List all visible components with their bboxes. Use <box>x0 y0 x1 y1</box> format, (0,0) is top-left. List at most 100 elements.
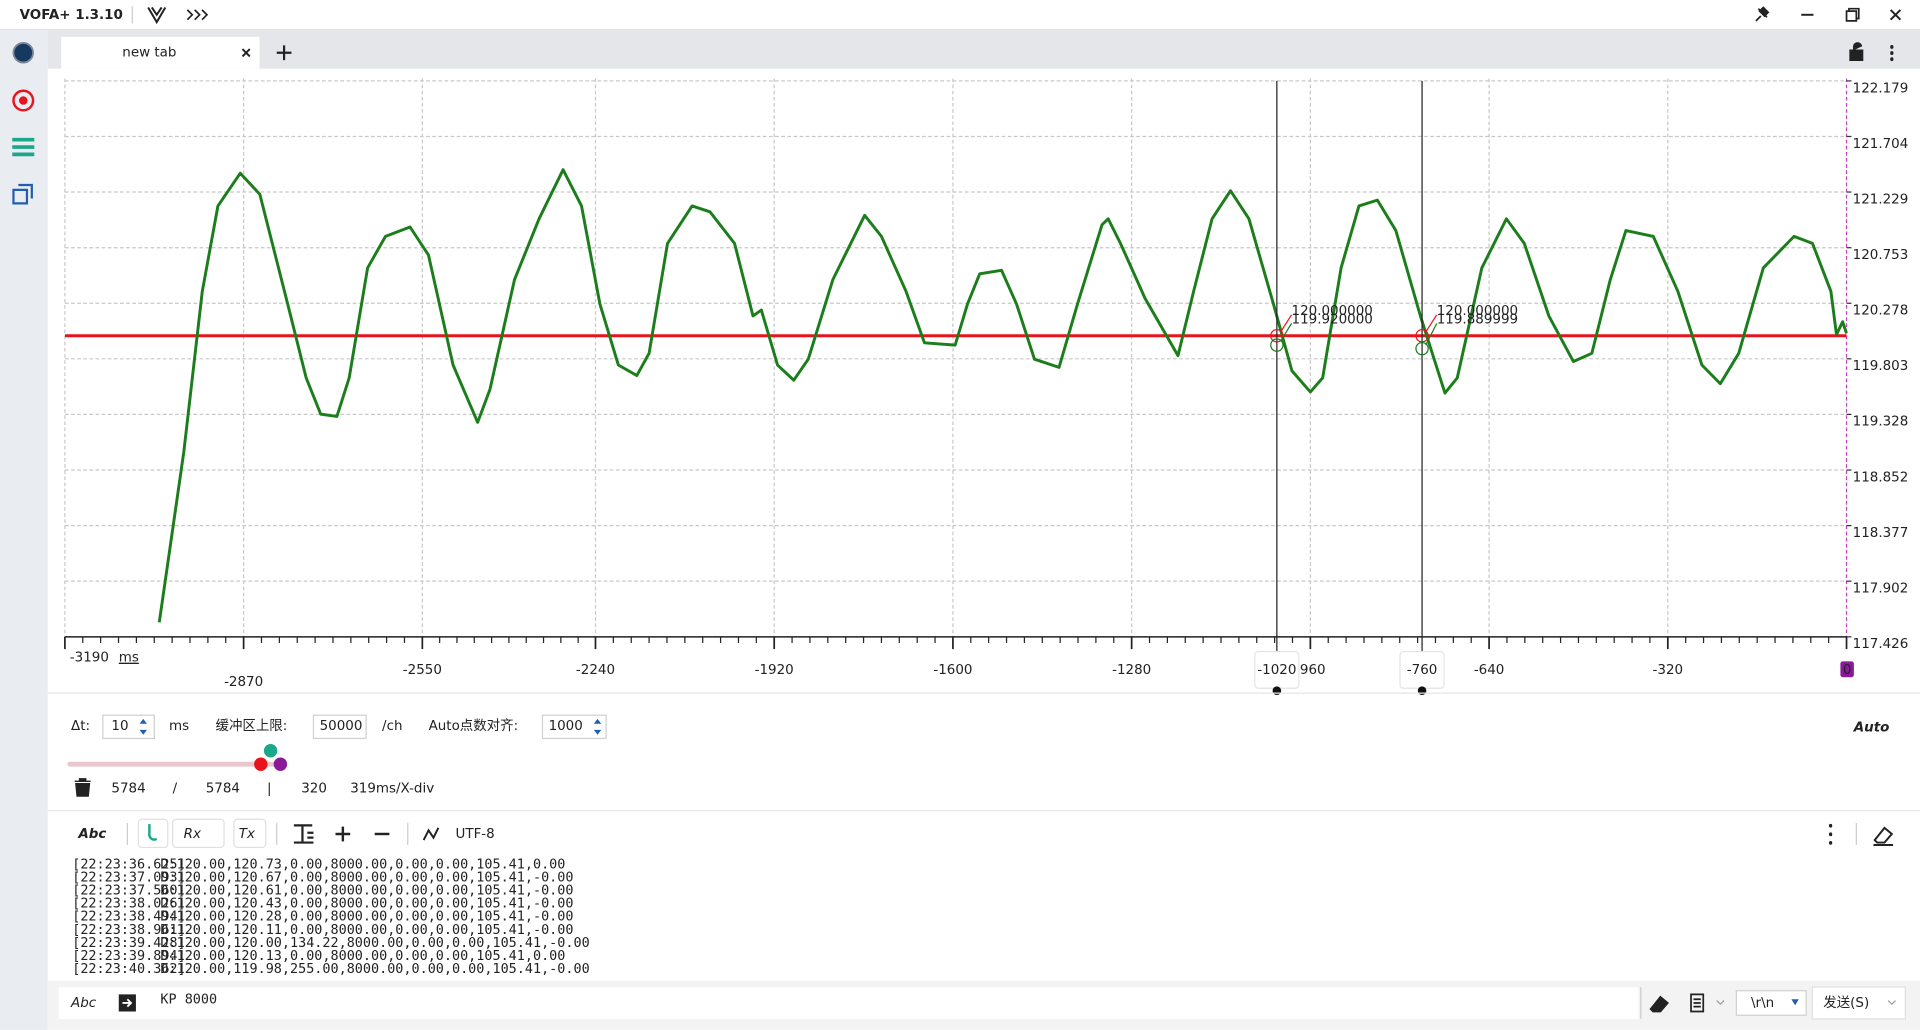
cursor-leader <box>1425 314 1438 333</box>
history-button[interactable] <box>1690 993 1705 1013</box>
log-text: D:120.00,119.98,255.00,8000.00,0.00,0.00… <box>160 962 589 977</box>
plot-area <box>64 168 1848 623</box>
cursor-hit <box>1270 338 1284 352</box>
pin-button[interactable] <box>1755 6 1770 22</box>
x-tick-label: -640 <box>1474 663 1505 678</box>
log-text: D:120.00,120.73,0.00,8000.00,0.00,0.00,1… <box>160 858 565 873</box>
history-arrow[interactable] <box>1716 1000 1725 1006</box>
clear-log[interactable] <box>1873 826 1894 846</box>
tab-label: new tab <box>122 46 176 61</box>
cursor-label: -760 <box>1407 663 1438 678</box>
clear-input[interactable] <box>1649 995 1669 1013</box>
log-time: [22:23:38.494] <box>72 910 185 925</box>
log-text: D:120.00,120.00,134.22,8000.00,0.00,0.00… <box>160 936 589 951</box>
select-arrow <box>1791 999 1799 1006</box>
windows-button[interactable] <box>12 183 33 205</box>
x-tick-label: -2870 <box>224 675 263 690</box>
tx-label: Tx <box>239 827 256 842</box>
x-tick-label: -2550 <box>403 663 442 678</box>
input-field[interactable] <box>58 987 1639 1019</box>
cursor-hit <box>1415 329 1429 343</box>
send-label: 发送(S) <box>1823 995 1869 1011</box>
log-time: [22:23:39.894] <box>72 949 185 964</box>
input-format[interactable]: Abc <box>70 996 97 1011</box>
rx-label: Rx <box>184 827 202 842</box>
total-count: 5784 <box>206 782 240 797</box>
tx-toggle[interactable] <box>233 818 267 849</box>
log-text: D:120.00,120.67,0.00,8000.00,0.00,0.00,1… <box>160 871 573 886</box>
close-button[interactable] <box>1889 9 1902 21</box>
connect-button[interactable] <box>12 42 34 64</box>
log-text: D:120.00,120.13,0.00,8000.00,0.00,0.00,1… <box>160 949 565 964</box>
series-line <box>157 168 1848 623</box>
auto-align-spin[interactable] <box>593 718 602 735</box>
format-button[interactable]: Abc <box>77 827 106 842</box>
log-time: [22:23:36.625] <box>72 858 185 873</box>
tab[interactable] <box>61 36 260 69</box>
y-tick-label: 122.179 <box>1853 81 1909 96</box>
y-tick-label: 118.377 <box>1853 526 1909 541</box>
log-text: D:120.00,120.28,0.00,8000.00,0.00,0.00,1… <box>160 910 573 925</box>
send-file-arrow <box>122 998 133 1008</box>
dt-input[interactable] <box>102 714 155 740</box>
zoom-in[interactable] <box>335 826 351 842</box>
logo-icon[interactable] <box>147 6 167 25</box>
buffer-input[interactable] <box>312 714 367 740</box>
lock-button[interactable] <box>1849 42 1864 61</box>
buffer-unit: /ch <box>382 719 402 734</box>
received-count: 5784 <box>111 782 145 797</box>
rx-toggle[interactable] <box>172 818 225 849</box>
slider-knob[interactable] <box>273 757 288 771</box>
cursor-hit <box>1415 341 1429 356</box>
cursor-reading: 120.000000 <box>1437 304 1518 319</box>
auto-align-label: Auto点数对齐: <box>429 718 519 734</box>
tab-close[interactable] <box>241 48 251 58</box>
new-tab[interactable] <box>276 45 292 61</box>
window-count: 320 <box>301 782 327 797</box>
slider-knob[interactable] <box>254 757 268 771</box>
stats-separator: / <box>173 782 178 797</box>
x-tick-label: -1280 <box>1112 663 1151 678</box>
widgets-button[interactable] <box>12 137 35 157</box>
y-tick-label: 121.704 <box>1853 137 1909 152</box>
buffer-value: 50000 <box>320 719 363 734</box>
log-time: [22:23:38.961] <box>72 923 185 938</box>
clear-button[interactable] <box>74 778 91 797</box>
buffer-label: 缓冲区上限: <box>216 718 288 734</box>
auto-align-input[interactable] <box>541 714 607 740</box>
encoding[interactable]: UTF-8 <box>456 827 495 842</box>
y-tick-label: 117.902 <box>1853 582 1909 597</box>
maximize-button[interactable] <box>1845 7 1860 22</box>
slider-knob[interactable] <box>263 743 278 758</box>
y-tick-label: 118.852 <box>1853 470 1909 485</box>
log-text: D:120.00,120.43,0.00,8000.00,0.00,0.00,1… <box>160 897 573 912</box>
log-time: [22:23:39.428] <box>72 936 185 951</box>
stats-divider: | <box>267 782 272 797</box>
record-button[interactable] <box>12 89 35 112</box>
cursor-reading: 120.000000 <box>1292 304 1373 319</box>
mode-button[interactable]: Auto <box>1853 720 1890 735</box>
timestamp-toggle[interactable] <box>137 818 169 849</box>
cursor-reading: 119.920000 <box>1292 313 1373 328</box>
x-tick-label: 0 <box>1843 663 1852 678</box>
y-tick-label: 119.803 <box>1853 359 1909 374</box>
x-tick-label: -320 <box>1653 663 1684 678</box>
dt-label: Δt: <box>71 719 90 734</box>
x-scale: 319ms/X-div <box>350 782 434 797</box>
log-time: [22:23:37.560] <box>72 884 185 899</box>
log-view: [22:23:36.625]D:120.00,120.73,0.00,8000.… <box>72 858 589 977</box>
x-tick-label: -960 <box>1295 663 1326 678</box>
cursor-reading: 119.889999 <box>1437 313 1518 328</box>
more-icon[interactable] <box>186 9 209 21</box>
cursor-leader <box>1280 314 1293 333</box>
y-tick-label: 121.229 <box>1853 192 1909 207</box>
log-time: [22:23:37.093] <box>72 871 185 886</box>
wrap-button[interactable] <box>293 824 314 844</box>
y-tick-label: 117.426 <box>1853 637 1909 652</box>
dt-spin[interactable] <box>139 718 147 735</box>
encoding-icon <box>422 827 440 841</box>
x-tick-label: -1600 <box>933 663 972 678</box>
tab-bar <box>47 29 1920 69</box>
